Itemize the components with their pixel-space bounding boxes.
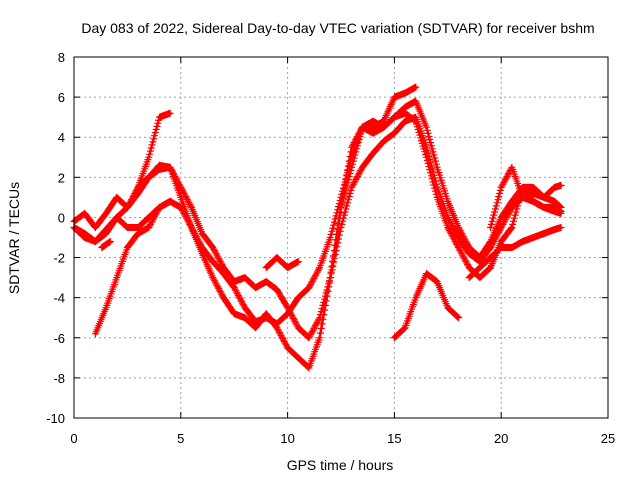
series-track-k	[262, 254, 302, 272]
series-track-f	[326, 83, 420, 282]
series-markers	[70, 97, 565, 328]
series-track-b	[70, 97, 565, 328]
y-tick-label: -2	[53, 251, 65, 266]
y-axis-label: SDTVAR / TECUs	[6, 182, 22, 294]
series-markers	[390, 270, 462, 342]
series-markers	[487, 163, 527, 231]
series-markers	[98, 238, 114, 251]
series-markers	[465, 224, 565, 282]
y-tick-label: 4	[58, 130, 65, 145]
series-track-e	[134, 109, 174, 191]
y-tick-label: 0	[58, 210, 65, 225]
y-tick-label: -10	[46, 411, 65, 426]
series-track-g	[390, 270, 462, 342]
series-markers	[519, 181, 565, 201]
series-track-h	[465, 224, 565, 282]
x-tick-label: 25	[601, 431, 615, 446]
series-track-j	[519, 181, 565, 201]
series-line	[72, 99, 563, 325]
series-layer	[70, 83, 565, 372]
x-tick-label: 15	[387, 431, 401, 446]
y-tick-label: 2	[58, 170, 65, 185]
x-tick-label: 0	[70, 431, 77, 446]
y-tick-label: 8	[58, 50, 65, 65]
x-axis-label: GPS time / hours	[287, 457, 394, 473]
series-track-i	[487, 163, 527, 231]
y-tick-label: -4	[53, 291, 65, 306]
series-markers	[134, 109, 174, 191]
series-markers	[262, 254, 302, 272]
grid	[74, 57, 608, 418]
x-axis-ticks: 0 5 10 15 20 25	[70, 57, 615, 446]
series-markers	[91, 197, 174, 338]
chart-title: Day 083 of 2022, Sidereal Day-to-day VTE…	[81, 20, 594, 36]
y-tick-label: -8	[53, 371, 65, 386]
x-tick-label: 20	[494, 431, 508, 446]
x-tick-label: 5	[177, 431, 184, 446]
y-tick-label: 6	[58, 90, 65, 105]
y-tick-label: -6	[53, 331, 65, 346]
x-tick-label: 10	[280, 431, 294, 446]
series-track-l	[98, 238, 114, 251]
series-track-d	[91, 197, 174, 338]
series-markers	[326, 83, 420, 282]
plot-frame	[73, 56, 609, 419]
